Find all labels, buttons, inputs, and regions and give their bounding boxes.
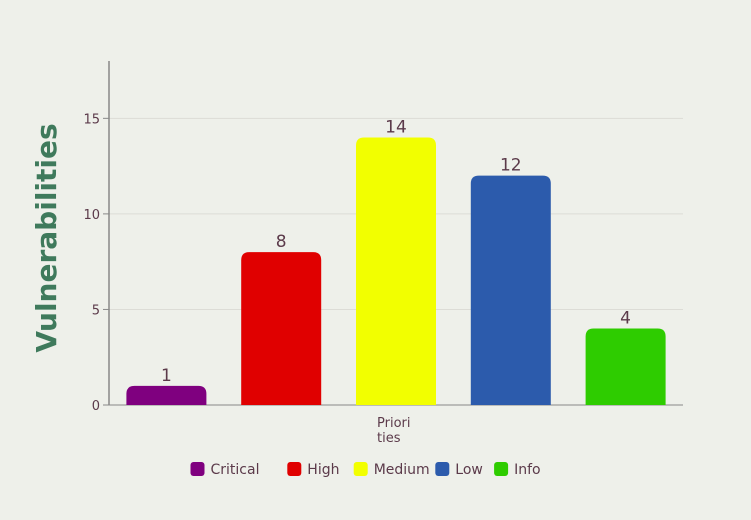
legend-item-high[interactable]: High [287,462,339,478]
y-tick-label: 0 [92,399,100,414]
y-axis-title: Vulnerabilities [30,123,63,352]
legend-label: Info [514,462,541,478]
data-label-medium: 14 [385,117,407,137]
legend-swatch [190,462,205,476]
bar-medium[interactable] [356,137,436,405]
x-axis-title-line-1: Priori [377,416,410,431]
data-label-critical: 1 [161,366,172,386]
legend-label: Medium [374,462,430,478]
legend-item-critical[interactable]: Critical [190,462,260,478]
legend-swatch [287,462,302,476]
bars [126,137,666,405]
legend: Critical High Medium Low Info [190,462,541,478]
legend-label: Critical [211,462,260,478]
legend-label: Low [455,462,483,478]
y-tick-label: 10 [83,208,100,223]
bar-info[interactable] [585,328,666,405]
legend-item-medium[interactable]: Medium [353,462,430,478]
legend-item-low[interactable]: Low [435,462,483,478]
bar-critical[interactable] [126,385,207,405]
data-label-low: 12 [500,156,522,176]
x-axis-title: Priori ties [377,416,415,446]
y-tick-label: 5 [92,303,100,318]
x-axis-title-line-2: ties [377,431,401,446]
legend-item-info[interactable]: Info [494,462,541,478]
bar-high[interactable] [241,252,322,405]
y-ticks: 0 5 10 15 [83,112,109,414]
data-label-high: 8 [276,232,287,252]
legend-swatch [353,462,368,476]
legend-label: High [307,462,339,478]
data-label-info: 4 [620,309,631,329]
y-tick-label: 15 [83,112,100,127]
bar-low[interactable] [470,175,551,405]
legend-swatch [435,462,450,476]
data-labels: 1 8 14 12 4 [161,117,631,385]
legend-swatch [494,462,509,476]
